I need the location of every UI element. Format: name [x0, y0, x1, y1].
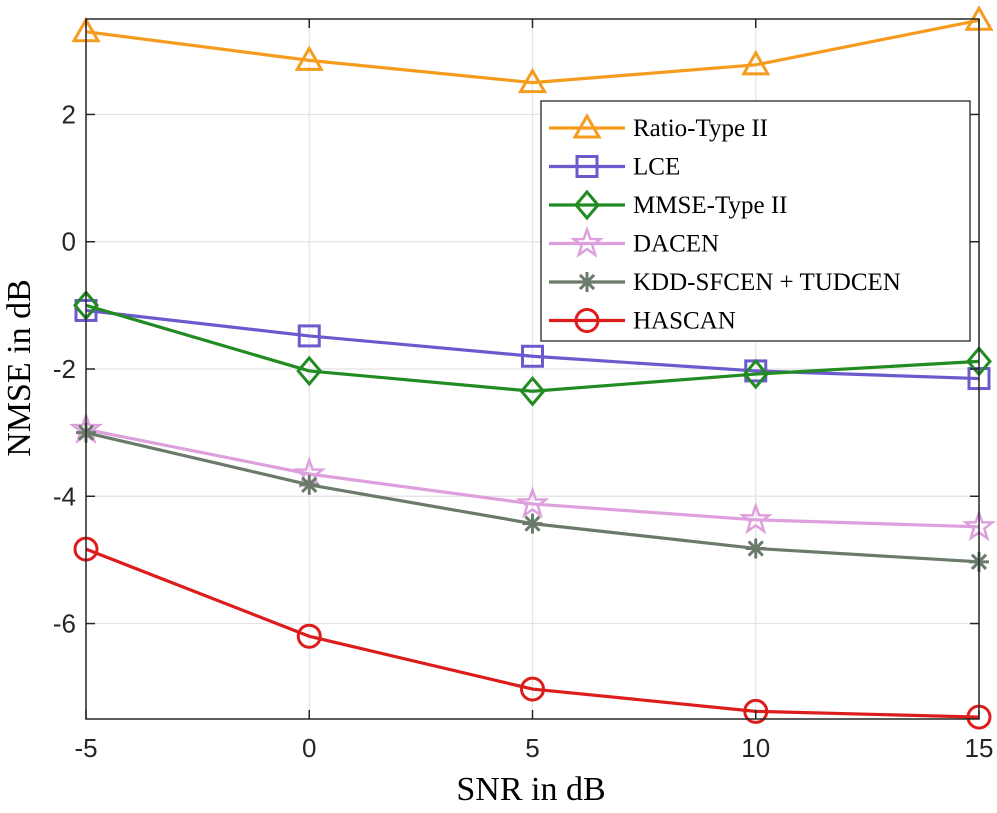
series-line [85, 427, 980, 529]
legend-label: LCE [633, 154, 680, 181]
series-line [85, 308, 980, 381]
legend-entry: HASCAN [549, 308, 736, 335]
legend-entry: MMSE-Type II [549, 189, 787, 221]
data-point [297, 324, 321, 348]
asterisk-stroke [747, 540, 764, 557]
legend-label: Ratio-Type II [633, 115, 768, 142]
legend-marker [570, 225, 604, 258]
y-tick-label: 0 [62, 227, 76, 257]
asterisk-stroke [578, 273, 596, 291]
data-point [522, 513, 543, 534]
data-point [296, 355, 323, 387]
x-tick-label: 5 [525, 733, 539, 763]
legend-entry: KDD-SFCEN + TUDCEN [549, 269, 901, 296]
legend-marker [572, 112, 602, 139]
x-tick-label: 10 [741, 733, 770, 763]
series-3 [69, 411, 996, 542]
data-point [294, 45, 324, 71]
data-point [738, 502, 773, 535]
legend: Ratio-Type II LCE MMSE-Type II DACEN KDD-SFC… [540, 100, 971, 342]
asterisk-stroke [301, 476, 318, 493]
y-tick-label: -6 [53, 609, 76, 639]
legend-marker [575, 155, 599, 178]
data-point [742, 358, 769, 390]
data-point [517, 67, 548, 94]
y-axis-title: NMSE in dB [1, 279, 38, 457]
legend-entry: Ratio-Type II [549, 112, 768, 142]
series-layer [69, 5, 996, 730]
axes [85, 18, 980, 720]
legend-box [540, 100, 971, 342]
data-point [741, 49, 771, 76]
data-point [519, 375, 546, 407]
legend-entry: DACEN [549, 225, 719, 258]
y-tick-label: -4 [53, 481, 76, 511]
data-point [296, 623, 322, 649]
tick-labels: -5 0 5 10 15 -6 -4 -2 0 2 [53, 99, 994, 763]
data-point [743, 698, 769, 724]
data-point [520, 676, 545, 702]
y-tick-label: -2 [53, 354, 76, 384]
series-line [85, 18, 980, 85]
x-tick-label: 15 [965, 733, 994, 763]
y-tick-label: 2 [62, 99, 76, 129]
data-point [521, 344, 544, 368]
legend-entry: LCE [549, 154, 680, 181]
data-point [515, 486, 550, 519]
asterisk-stroke [524, 515, 541, 532]
legend-label: KDD-SFCEN + TUDCEN [633, 269, 901, 296]
data-point [299, 474, 320, 495]
legend-label: MMSE-Type II [633, 192, 787, 219]
legend-label: HASCAN [633, 308, 736, 335]
x-axis-title: SNR in dB [456, 771, 605, 808]
legend-marker [577, 272, 597, 292]
legend-marker [574, 308, 600, 333]
series-line [85, 547, 980, 719]
series-line [85, 303, 980, 393]
x-tick-label: -5 [74, 733, 97, 763]
legend-marker [574, 189, 600, 221]
legend-label: DACEN [633, 231, 719, 258]
x-tick-label: 0 [302, 733, 316, 763]
data-point [745, 538, 766, 559]
